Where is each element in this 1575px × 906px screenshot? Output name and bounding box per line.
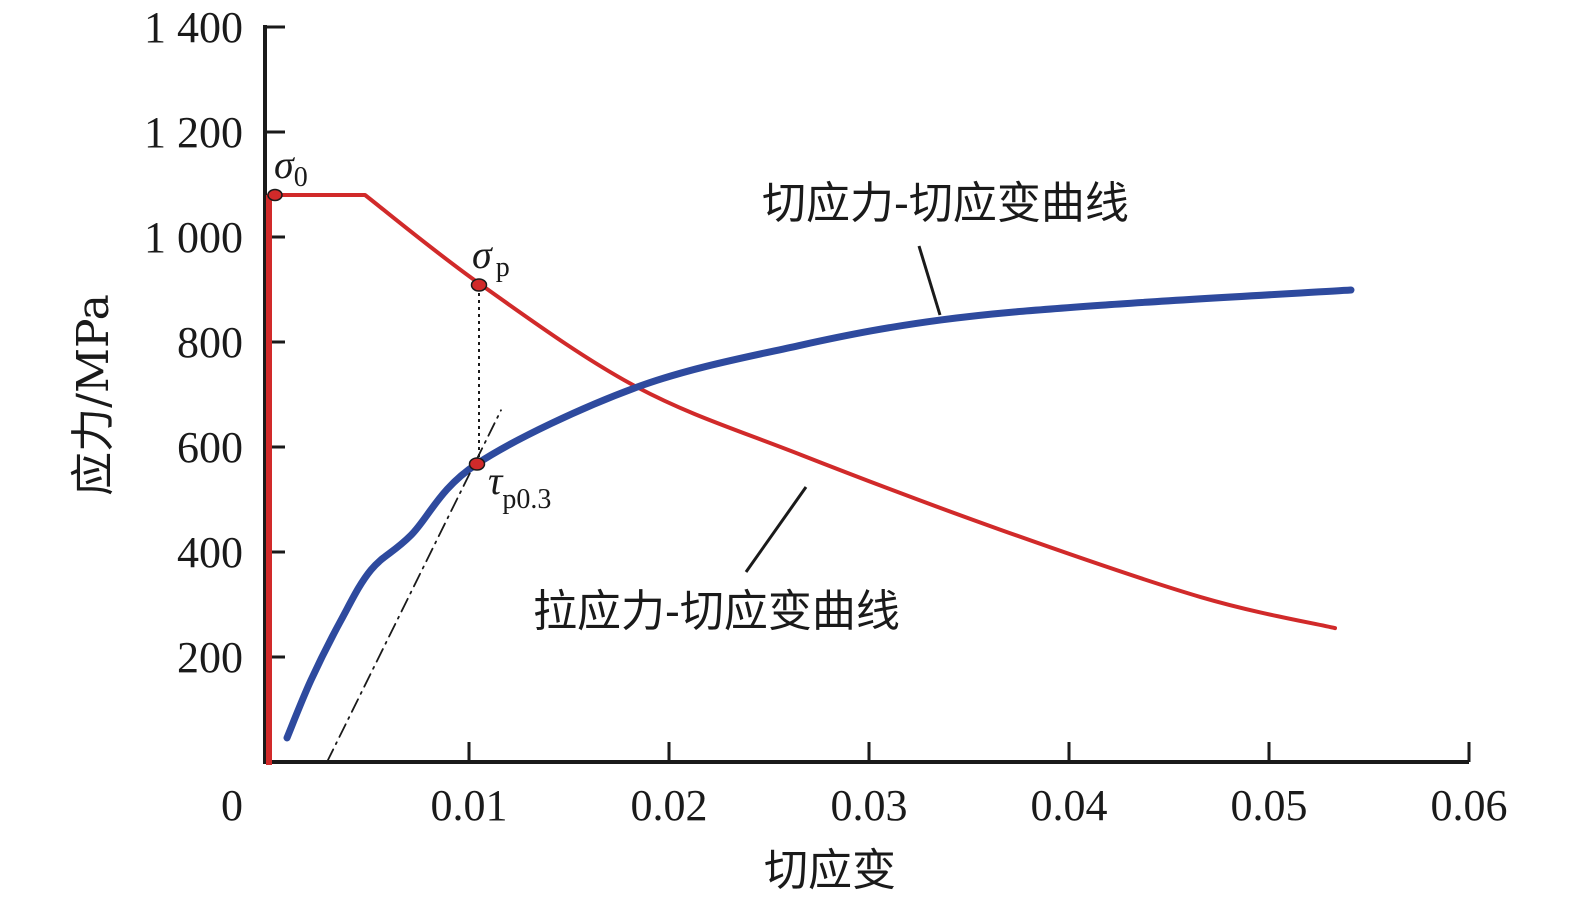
tau-marker (468, 457, 486, 471)
x-ticks: 0 0.01 0.02 0.03 0.04 0.05 0.06 (221, 742, 1508, 830)
x-tick-label: 0.04 (1031, 781, 1108, 830)
x-tick-label: 0.03 (831, 781, 908, 830)
x-tick-label: 0 (221, 781, 243, 830)
tau-label: τp0.3 (488, 458, 551, 515)
tensile-curve-label: 拉应力-切应变曲线 (533, 586, 900, 637)
plot-area (266, 193, 1355, 765)
x-axis-title: 切应变 (764, 845, 896, 896)
x-tick-label: 0.01 (431, 781, 508, 830)
y-tick-label: 1 200 (144, 108, 243, 157)
shear-curve-leader (917, 245, 942, 316)
x-tick-label: 0.06 (1431, 781, 1508, 830)
tensile-curve-leader (744, 486, 808, 573)
y-axis-title: 应力/MPa (68, 294, 119, 496)
shear-stress-curve (283, 286, 1355, 742)
y-tick-label: 800 (177, 318, 243, 367)
sigmap-marker (470, 278, 488, 292)
x-tick-label: 0.02 (631, 781, 708, 830)
tensile-stress-curve (267, 193, 1337, 764)
y-tick-label: 200 (177, 633, 243, 682)
y-tick-label: 400 (177, 528, 243, 577)
sigma0-marker (267, 188, 283, 202)
shear-curve-label: 切应力-切应变曲线 (762, 178, 1129, 229)
sigma0-label: σ0 (274, 142, 308, 193)
y-tick-label: 1 400 (144, 3, 243, 52)
y-ticks: 200 400 600 800 1 000 1 200 1 400 (144, 3, 285, 682)
y-tick-label: 1 000 (144, 213, 243, 262)
y-tick-label: 600 (177, 423, 243, 472)
axes (263, 25, 1469, 764)
x-tick-label: 0.05 (1231, 781, 1308, 830)
markers (267, 188, 488, 471)
offset-dashed-line (326, 409, 502, 763)
